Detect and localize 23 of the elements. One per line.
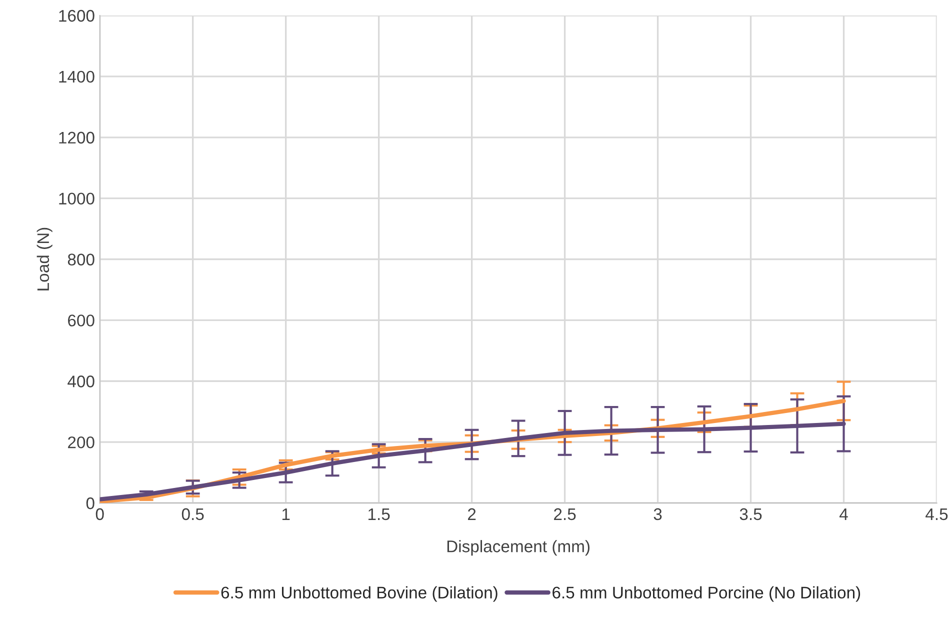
x-tick-label: 3 bbox=[654, 508, 662, 520]
y-tick-label: 400 bbox=[68, 376, 94, 388]
x-tick-label: 1.5 bbox=[368, 508, 390, 520]
y-tick-label: 1400 bbox=[59, 70, 94, 83]
x-tick-label: 0 bbox=[96, 508, 104, 520]
y-tick-label: 800 bbox=[68, 254, 94, 266]
x-tick-label: 4 bbox=[839, 508, 848, 520]
x-tick-label: 4.5 bbox=[926, 508, 948, 520]
y-tick-label: 1600 bbox=[59, 10, 94, 22]
y-tick-label: 1000 bbox=[59, 192, 94, 205]
x-tick-label: 1 bbox=[282, 508, 290, 520]
x-tick-label: 2 bbox=[468, 508, 476, 520]
x-tick-label: 0.5 bbox=[182, 508, 204, 520]
y-tick-label: 0 bbox=[86, 497, 94, 510]
y-tick-label: 1200 bbox=[59, 132, 94, 144]
legend-label: 6.5 mm Unbottomed Porcine (No Dilation) bbox=[552, 586, 860, 602]
legend-label: 6.5 mm Unbottomed Bovine (Dilation) bbox=[221, 586, 498, 602]
x-tick-label: 2.5 bbox=[554, 508, 576, 520]
x-axis-title: Displacement (mm) bbox=[447, 540, 590, 556]
y-tick-label: 200 bbox=[68, 436, 94, 448]
x-tick-label: 3.5 bbox=[740, 508, 762, 520]
y-tick-label: 600 bbox=[68, 314, 94, 326]
y-axis-title: Load (N) bbox=[36, 228, 52, 290]
